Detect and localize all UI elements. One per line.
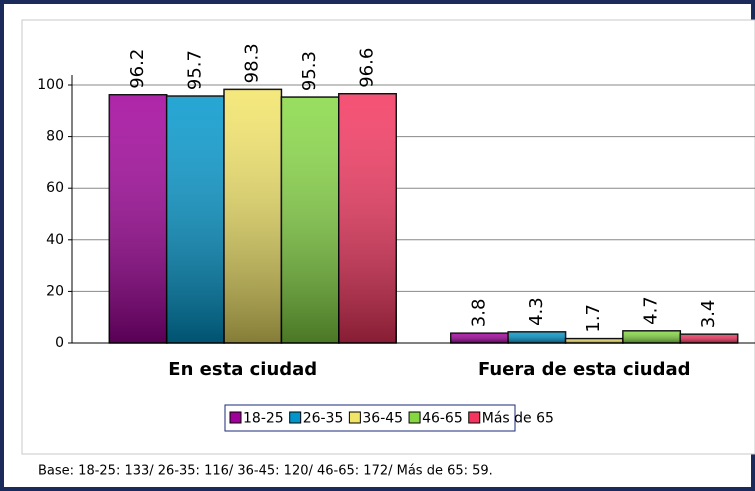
bar [280,96,340,344]
y-tick-label: 0 [55,335,64,351]
legend-label: 18-25 [243,411,284,427]
y-tick-label: 100 [37,77,64,93]
bar [108,94,168,344]
legend-swatch [229,411,242,424]
legend-label: 26-35 [303,411,344,427]
legend-label: Más de 65 [482,411,554,427]
data-label: 96.6 [356,48,377,88]
legend-box [224,404,516,432]
data-label: 98.3 [242,43,263,83]
legend-swatch [289,411,302,424]
bar [338,93,397,344]
legend-label: 36-45 [362,411,403,427]
legend-swatch [468,411,481,424]
bar [223,88,283,344]
y-tick-label: 80 [46,129,64,145]
x-tick-label: En esta ciudad [168,359,317,380]
y-tick-label: 20 [46,283,64,299]
y-tick-label: 40 [46,232,64,248]
data-label: 3.8 [469,299,490,328]
bar [564,337,624,344]
data-label: 95.7 [184,50,205,90]
bar [165,95,225,344]
bar [679,333,739,344]
x-tick-label: Fuera de esta ciudad [478,359,691,380]
note: Base: 18-25: 133/ 26-35: 116/ 36-45: 120… [38,464,493,479]
data-label: 3.4 [698,300,719,329]
data-label: 4.3 [526,297,547,326]
data-label: 4.7 [641,296,662,325]
y-tick-label: 60 [46,180,64,196]
legend-swatch [408,411,421,424]
bar [622,330,682,344]
legend-label: 46-65 [422,411,463,427]
legend-swatch [348,411,361,424]
bar [507,331,567,344]
data-label: 1.7 [583,304,604,333]
data-label: 96.2 [127,49,148,89]
data-label: 95.3 [299,51,320,91]
bar [450,332,509,344]
